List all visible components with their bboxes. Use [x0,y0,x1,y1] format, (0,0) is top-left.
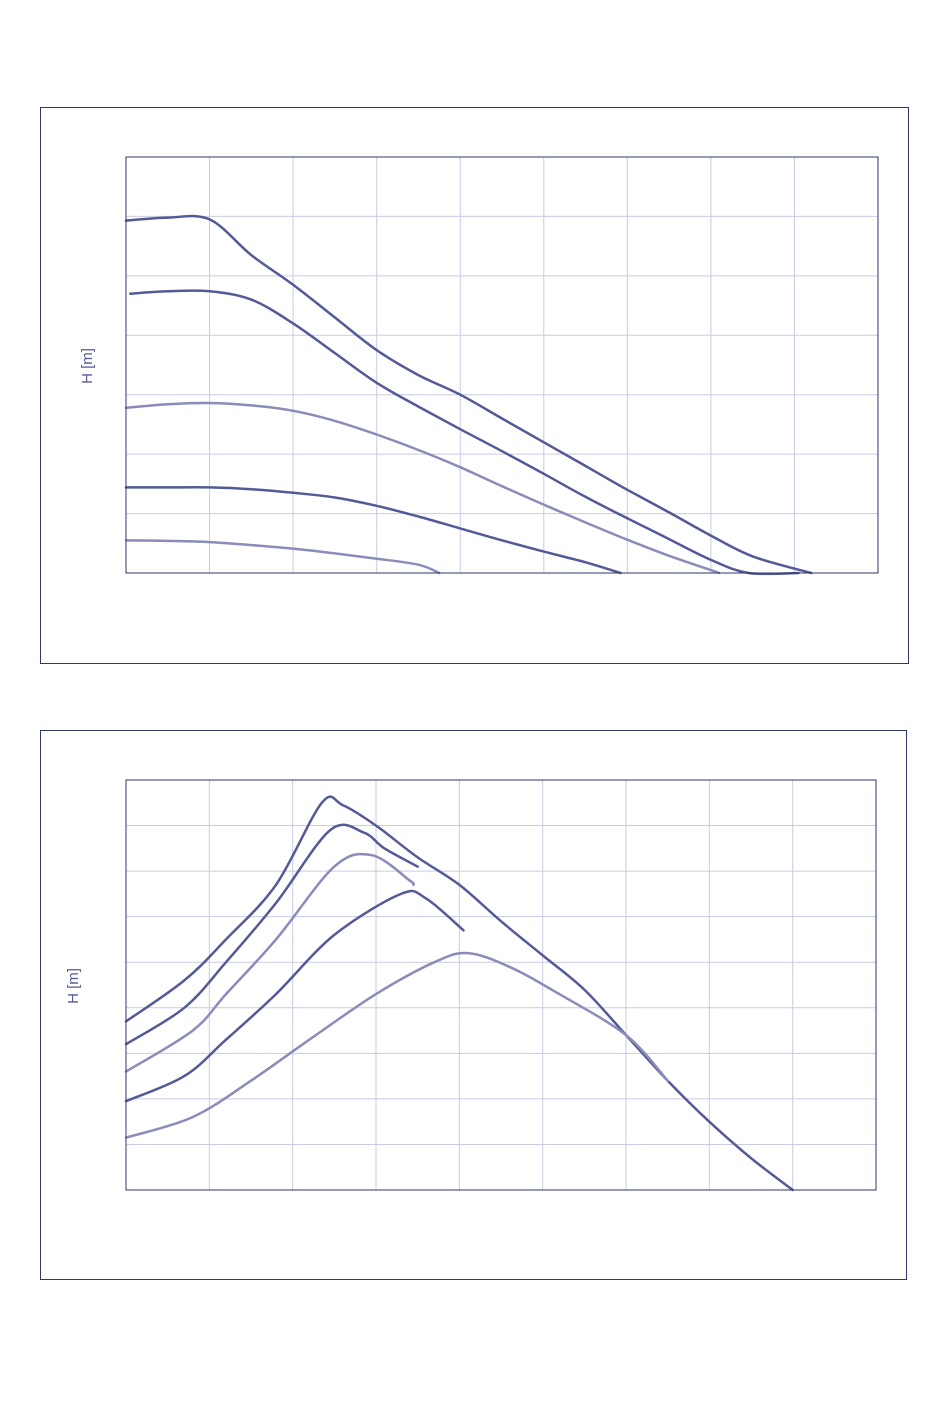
chart-2-lines [124,795,794,1192]
chart-1-grid [126,157,878,573]
chart-panel-1 [40,107,909,664]
chart-2-grid [126,780,876,1190]
chart-2-series-line-2 [124,823,419,1046]
chart-1: H [m] [79,156,879,576]
chart-2-y-axis-label: H [m] [65,968,82,1004]
chart-1-series-line-4 [124,486,622,575]
chart-1-plot-frame [125,156,879,574]
chart-1-series-line-3 [124,401,721,575]
chart-2-series-line-1 [124,795,794,1192]
chart-1-series-line-5 [124,539,441,575]
chart-2: H [m] [65,779,877,1192]
chart-1-series-line-1 [124,214,813,575]
chart-2-plot-frame [125,779,877,1191]
chart-panel-2 [40,730,907,1280]
chart-2-series-line-4 [124,889,465,1103]
chart-1-series-line-2 [128,289,800,576]
chart-1-y-axis-label: H [m] [79,348,96,384]
chart-2-series-line-5 [124,951,669,1139]
chart-2-series-line-3 [124,852,416,1073]
chart-1-lines [124,214,813,576]
